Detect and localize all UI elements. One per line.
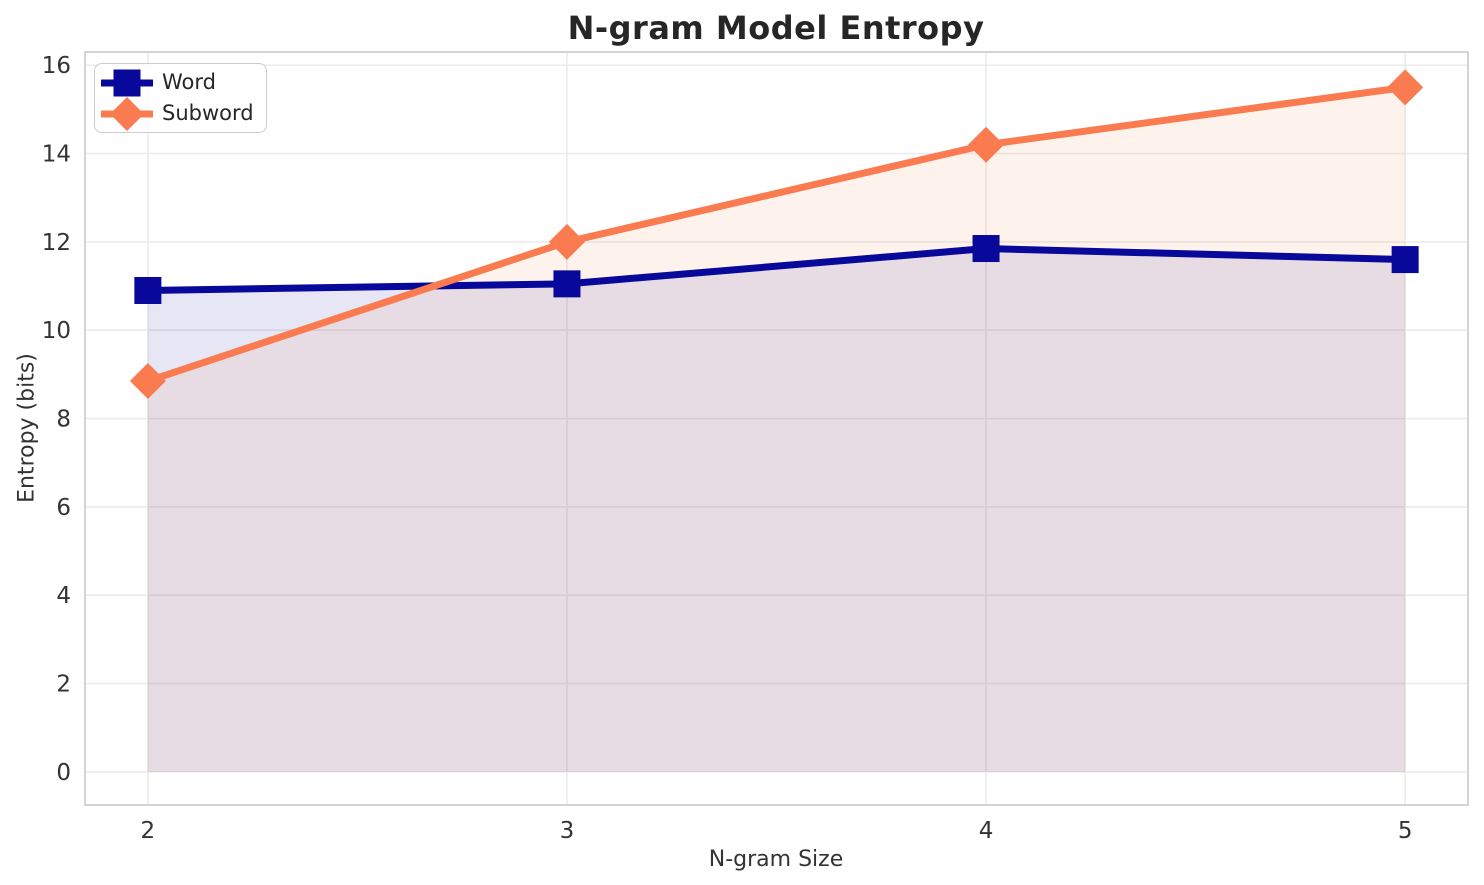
- marker-subword: [968, 126, 1005, 163]
- area-fill-subword: [147, 87, 1406, 772]
- y-axis-label: Entropy (bits): [14, 353, 40, 503]
- x-tick-label: 3: [560, 818, 575, 844]
- legend-label-word: Word: [162, 70, 216, 94]
- series-line-word: [144, 245, 1409, 294]
- subword-diamond-marker-icon: [101, 96, 153, 131]
- y-tick-label: 0: [56, 760, 71, 786]
- word-square-marker-icon: [101, 69, 153, 96]
- y-tick-label: 14: [42, 142, 71, 168]
- y-tick-label: 2: [56, 672, 71, 698]
- y-tick-label: 8: [56, 407, 71, 433]
- x-tick-label: 2: [141, 818, 156, 844]
- marker-subword: [1387, 69, 1424, 106]
- legend-item-subword: Subword: [101, 96, 254, 131]
- marker-subword: [129, 363, 166, 400]
- x-axis-label: N-gram Size: [708, 847, 844, 872]
- marker-word: [972, 235, 1000, 263]
- y-tick-label: 12: [42, 230, 71, 256]
- plot-border: [84, 51, 1469, 806]
- marker-word: [1391, 246, 1419, 274]
- marker-subword: [548, 223, 585, 260]
- legend: Word Subword: [94, 63, 267, 133]
- y-tick-label: 4: [56, 583, 71, 609]
- series-line-subword: [144, 83, 1409, 385]
- marker-word: [553, 270, 581, 298]
- area-fill-word: [147, 248, 1406, 772]
- legend-label-subword: Subword: [162, 101, 254, 125]
- y-tick-label: 6: [56, 495, 71, 521]
- legend-item-word: Word: [101, 67, 254, 98]
- x-tick-label: 5: [1398, 818, 1413, 844]
- chart-title: N-gram Model Entropy: [567, 9, 985, 47]
- y-tick-label: 16: [42, 53, 71, 79]
- y-tick-label: 10: [42, 318, 71, 344]
- marker-word: [134, 276, 162, 304]
- x-tick-label: 4: [979, 818, 994, 844]
